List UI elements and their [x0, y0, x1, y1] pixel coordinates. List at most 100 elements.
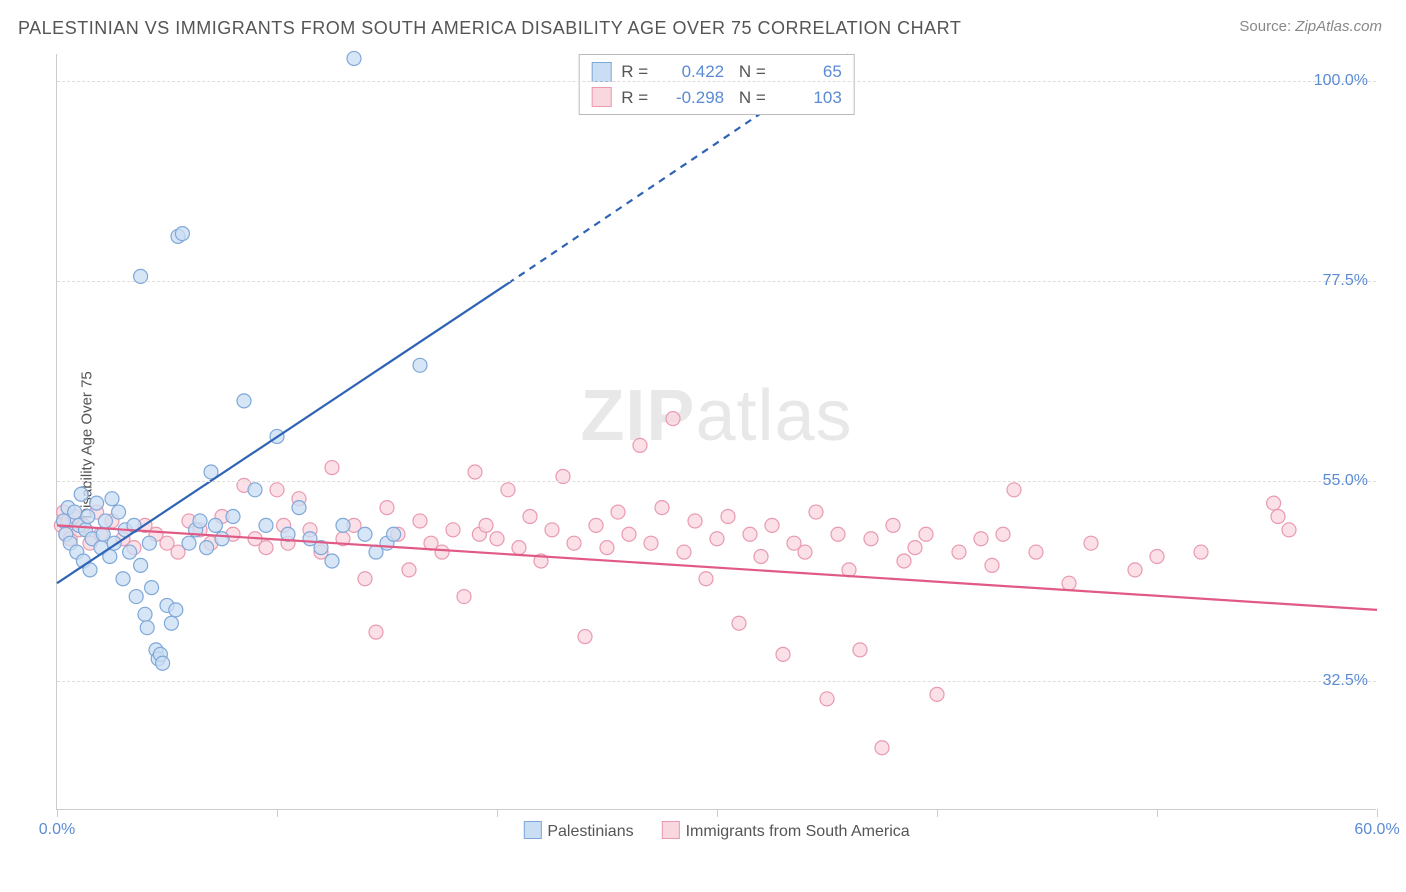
data-point: [145, 581, 159, 595]
data-point: [952, 545, 966, 559]
chart-title: PALESTINIAN VS IMMIGRANTS FROM SOUTH AME…: [18, 18, 961, 39]
data-point: [1062, 576, 1076, 590]
data-point: [919, 527, 933, 541]
data-point: [90, 496, 104, 510]
data-point: [303, 532, 317, 546]
data-point: [325, 461, 339, 475]
data-point: [875, 741, 889, 755]
source-attribution: Source: ZipAtlas.com: [1239, 18, 1382, 35]
correlation-legend: R = 0.422 N = 65 R = -0.298 N = 103: [578, 54, 855, 115]
data-point: [413, 358, 427, 372]
data-point: [74, 487, 88, 501]
data-point: [974, 532, 988, 546]
n-value-pink: 103: [776, 85, 842, 111]
data-point: [446, 523, 460, 537]
data-point: [853, 643, 867, 657]
data-point: [164, 616, 178, 630]
data-point: [369, 625, 383, 639]
data-point: [134, 558, 148, 572]
data-point: [798, 545, 812, 559]
plot-area: ZIPatlas R = 0.422 N = 65 R = -0.298 N =…: [56, 54, 1376, 810]
y-tick-label: 100.0%: [1314, 72, 1368, 90]
data-point: [68, 505, 82, 519]
data-point: [1150, 550, 1164, 564]
data-point: [688, 514, 702, 528]
swatch-blue: [591, 62, 611, 82]
data-point: [387, 527, 401, 541]
y-tick-label: 77.5%: [1323, 272, 1368, 290]
data-point: [897, 554, 911, 568]
data-point: [622, 527, 636, 541]
data-point: [490, 532, 504, 546]
data-point: [600, 541, 614, 555]
gridline: [57, 681, 1376, 682]
data-point: [402, 563, 416, 577]
data-point: [776, 647, 790, 661]
x-tick-label-left: 0.0%: [39, 821, 75, 839]
x-tick: [57, 809, 58, 817]
data-point: [820, 692, 834, 706]
x-tick: [1157, 809, 1158, 817]
data-point: [864, 532, 878, 546]
data-point: [208, 518, 222, 532]
data-point: [358, 572, 372, 586]
data-point: [567, 536, 581, 550]
data-point: [169, 603, 183, 617]
y-tick-label: 55.0%: [1323, 472, 1368, 490]
data-point: [677, 545, 691, 559]
x-tick: [937, 809, 938, 817]
corr-row-pink: R = -0.298 N = 103: [591, 85, 842, 111]
data-point: [1282, 523, 1296, 537]
data-point: [292, 501, 306, 515]
data-point: [270, 483, 284, 497]
gridline: [57, 281, 1376, 282]
data-point: [193, 514, 207, 528]
data-point: [105, 492, 119, 506]
x-tick: [277, 809, 278, 817]
gridline: [57, 481, 1376, 482]
data-point: [1267, 496, 1281, 510]
x-tick-label-right: 60.0%: [1354, 821, 1399, 839]
scatter-svg: [57, 54, 1376, 809]
data-point: [655, 501, 669, 515]
data-point: [259, 541, 273, 555]
data-point: [1084, 536, 1098, 550]
data-point: [468, 465, 482, 479]
data-point: [1029, 545, 1043, 559]
data-point: [930, 687, 944, 701]
data-point: [666, 412, 680, 426]
chart-container: Disability Age Over 75 ZIPatlas R = 0.42…: [18, 50, 1388, 840]
data-point: [413, 514, 427, 528]
data-point: [200, 541, 214, 555]
data-point: [479, 518, 493, 532]
n-label: N =: [734, 85, 766, 111]
data-point: [81, 509, 95, 523]
legend-item-pink: Immigrants from South America: [662, 821, 910, 841]
data-point: [699, 572, 713, 586]
data-point: [765, 518, 779, 532]
source-label: Source:: [1239, 18, 1291, 35]
data-point: [545, 523, 559, 537]
data-point: [644, 536, 658, 550]
data-point: [996, 527, 1010, 541]
legend-bottom: Palestinians Immigrants from South Ameri…: [523, 821, 909, 841]
data-point: [578, 630, 592, 644]
data-point: [721, 509, 735, 523]
data-point: [985, 558, 999, 572]
legend-swatch-blue: [523, 821, 541, 839]
legend-item-blue: Palestinians: [523, 821, 633, 841]
legend-label-pink: Immigrants from South America: [686, 823, 910, 840]
legend-label-blue: Palestinians: [547, 823, 633, 840]
data-point: [1007, 483, 1021, 497]
data-point: [226, 509, 240, 523]
data-point: [831, 527, 845, 541]
x-tick: [717, 809, 718, 817]
r-value-pink: -0.298: [658, 85, 724, 111]
data-point: [633, 438, 647, 452]
data-point: [435, 545, 449, 559]
r-label: R =: [621, 85, 648, 111]
data-point: [182, 536, 196, 550]
data-point: [523, 509, 537, 523]
data-point: [140, 621, 154, 635]
data-point: [259, 518, 273, 532]
